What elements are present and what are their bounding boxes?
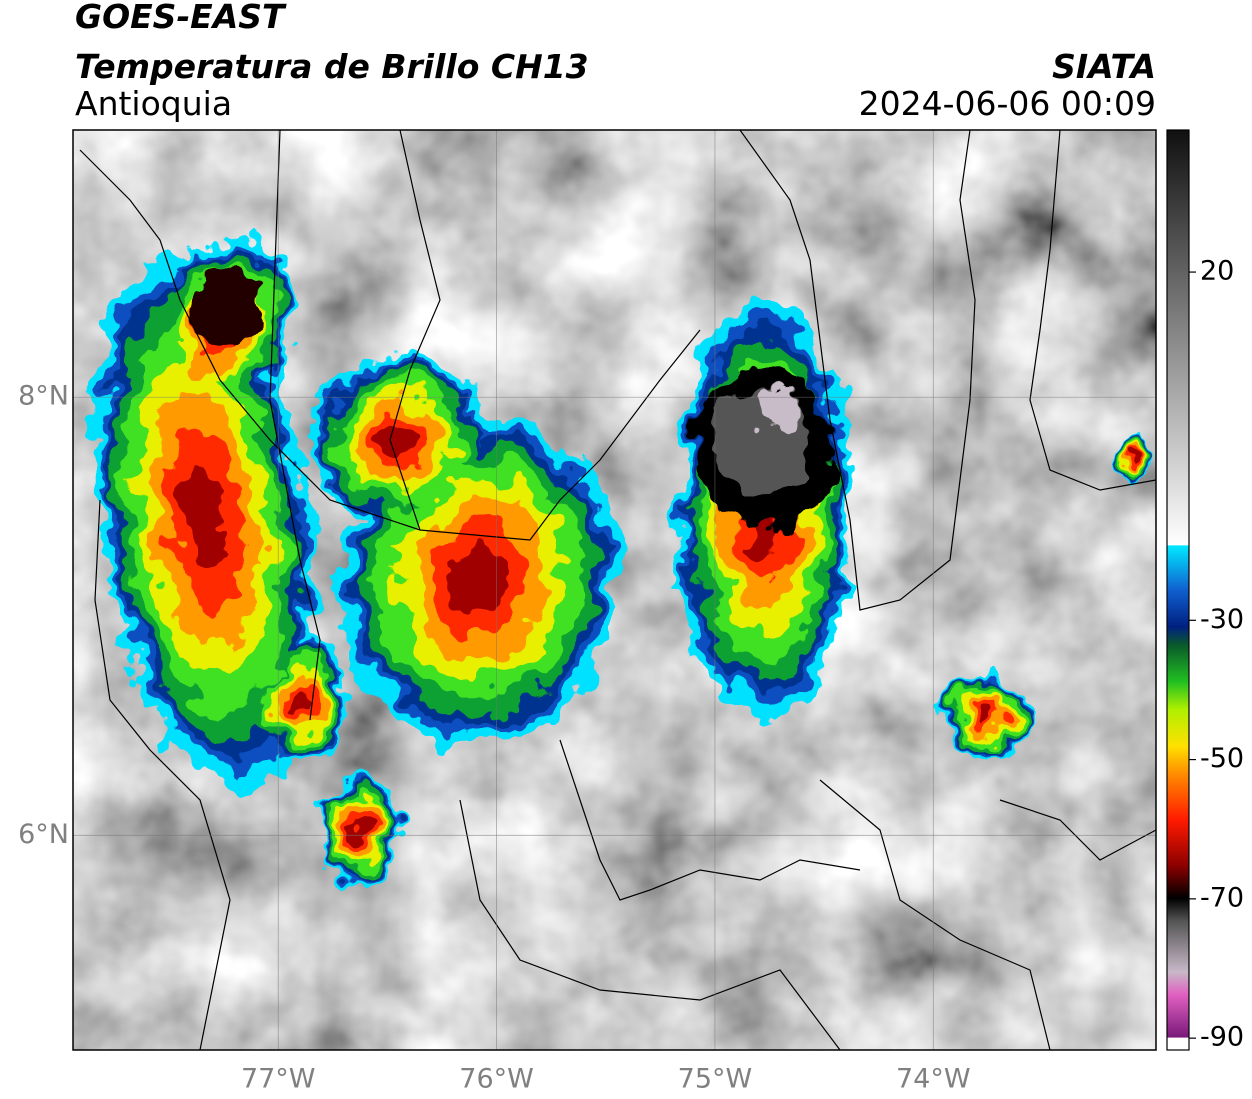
axes: 77°W 76°W 75°W 74°W 8°N 6°N: [18, 381, 970, 1095]
colorbar-tick-label: 20: [1200, 256, 1234, 287]
x-tick-label: 74°W: [896, 1064, 971, 1095]
agency-title: SIATA: [1052, 47, 1156, 86]
source-title: GOES-EAST: [75, 0, 287, 36]
border: [739, 130, 976, 611]
colorbar-tick-label: -30: [1200, 604, 1244, 635]
y-tick-label: 8°N: [18, 381, 69, 412]
x-tick-label: 77°W: [241, 1064, 316, 1095]
storm-layer: [451, 547, 509, 613]
map-area: [73, 130, 1156, 1050]
border: [459, 799, 841, 1050]
border: [79, 149, 701, 541]
border: [819, 779, 1051, 1050]
border: [999, 799, 1156, 861]
storm-cells: [94, 237, 1153, 885]
border: [1029, 130, 1156, 491]
colorbar: [1166, 129, 1190, 1051]
storm-core: [750, 388, 800, 432]
storm-layer: [1131, 455, 1139, 465]
storm-layer: [382, 423, 418, 457]
borders: [79, 130, 1156, 1050]
map-frame: [72, 129, 1157, 1051]
x-tick-label: 76°W: [459, 1064, 534, 1095]
colorbar-tick-label: -50: [1200, 743, 1244, 774]
storm-layer: [352, 819, 368, 841]
timestamp: 2024-06-06 00:09: [859, 84, 1156, 123]
colorbar-ticks: 20 -30 -50 -70 -90: [1189, 256, 1244, 1053]
y-tick-label: 6°N: [18, 819, 69, 850]
storm-layer: [976, 706, 994, 724]
storm-core: [190, 265, 260, 355]
colorbar-tick-label: -70: [1200, 882, 1244, 913]
grid: [73, 130, 1156, 1050]
border: [389, 130, 441, 531]
storm-layer: [182, 466, 228, 574]
x-tick-label: 75°W: [678, 1064, 753, 1095]
border: [269, 130, 321, 721]
product-title: Temperatura de Brillo CH13: [75, 47, 589, 86]
storm-layer: [290, 688, 310, 712]
colorbar-tick-label: -90: [1200, 1022, 1244, 1053]
border: [94, 499, 231, 1050]
region-title: Antioquia: [75, 84, 232, 123]
border: [559, 739, 861, 901]
